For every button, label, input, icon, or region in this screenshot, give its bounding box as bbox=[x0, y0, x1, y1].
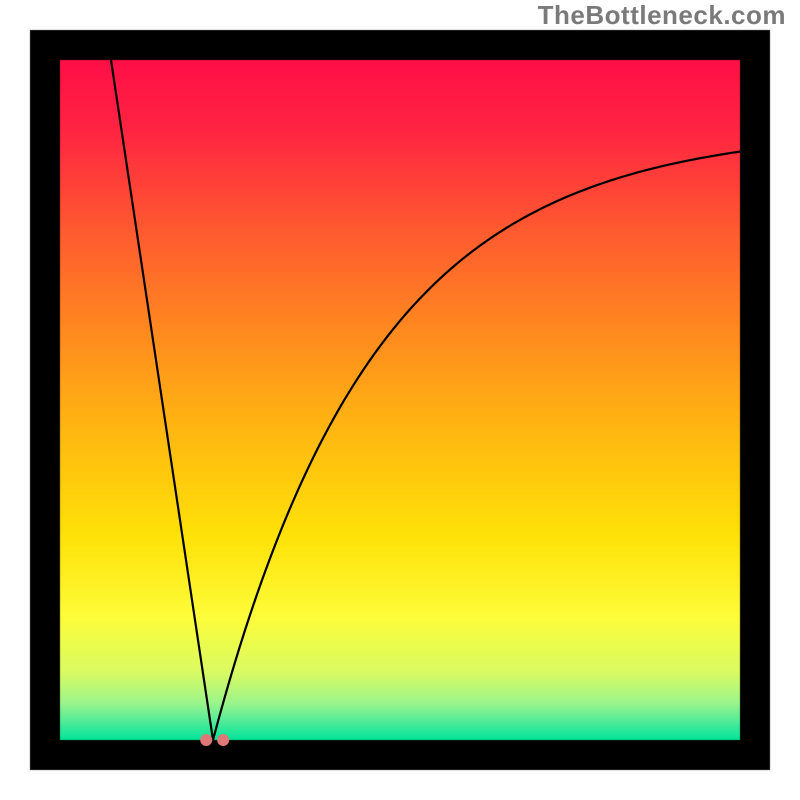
chart-root: TheBottleneck.com bbox=[0, 0, 800, 800]
gradient-background bbox=[0, 0, 800, 800]
watermark-text: TheBottleneck.com bbox=[538, 0, 786, 31]
